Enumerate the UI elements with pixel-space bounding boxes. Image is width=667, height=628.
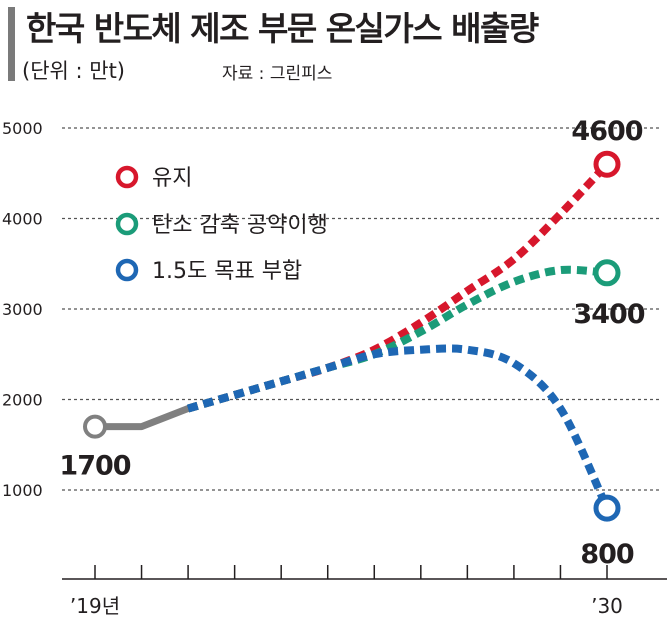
series-line-3 [186,344,611,510]
y-tick-label-4000: 4000 [2,210,43,229]
start-marker [83,414,107,439]
data-label-1700: 1700 [59,451,130,482]
y-tick-label-2000: 2000 [2,391,43,410]
y-tick-label-3000: 3000 [2,300,43,319]
legend-label-3: 1.5도 목표 부합 [152,259,302,284]
x-axis: ’19년 ’30 [62,565,667,618]
unit-label: (단위 : 만t) [22,59,126,83]
end-marker-2 [593,259,621,287]
end-marker-3 [593,494,621,522]
x-tick-label-2030: ’30 [591,594,623,618]
history-line [91,405,192,431]
data-label-4600: 4600 [571,116,642,147]
source-label: 자료 : 그린피스 [222,64,333,84]
y-axis-ticks: 1000 2000 3000 4000 5000 [2,119,43,500]
y-tick-label-1000: 1000 [2,481,43,500]
chart-title: 한국 반도체 제조 부문 온실가스 배출량 [26,9,539,48]
title-accent-bar [8,7,15,81]
legend-marker-2 [115,212,139,236]
series-line-1 [186,161,610,413]
legend-marker-1 [115,165,139,189]
data-label-3400: 3400 [573,299,644,330]
y-tick-label-5000: 5000 [2,119,43,138]
legend-label-1: 유지 [152,166,192,191]
series-lines [91,161,611,510]
data-label-800: 800 [580,539,634,570]
legend-label-2: 탄소 감축 공약이행 [152,213,328,238]
x-tick-label-2019: ’19년 [70,594,120,618]
data-labels: 1700 4600 3400 800 [59,116,645,570]
endpoint-markers [83,150,621,522]
end-marker-1 [593,150,621,178]
legend-marker-3 [115,258,139,282]
